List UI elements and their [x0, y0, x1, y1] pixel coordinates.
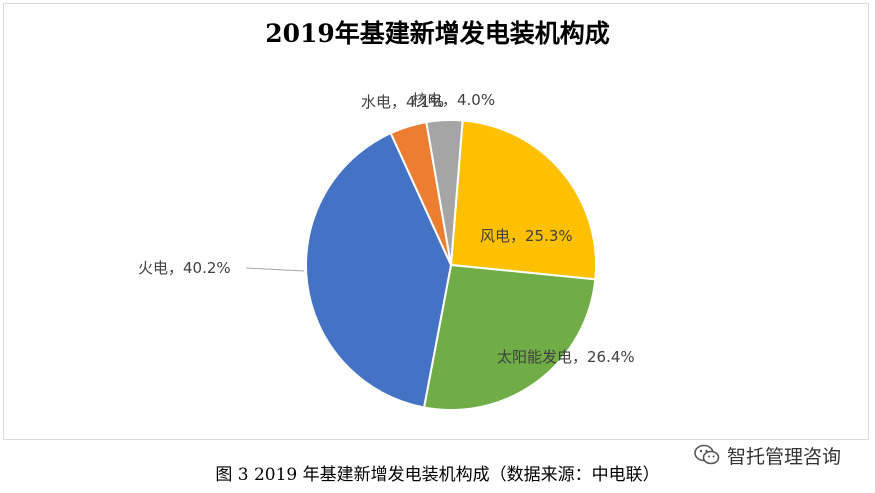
pie-slice-2	[422, 263, 597, 411]
data-label-2: 太阳能发电，26.4%	[497, 348, 635, 366]
pie-slice-1	[449, 119, 597, 281]
chart-title: 2019年基建新增发电装机构成	[265, 19, 610, 48]
leader-line-3	[245, 267, 305, 272]
figure-caption: 图 3 2019 年基建新增发电装机构成（数据来源：中电联）	[215, 465, 660, 485]
wechat-icon	[694, 444, 720, 465]
data-label-4: 水电，4.1%	[361, 93, 444, 111]
data-label-5: 核电，4.0%	[412, 91, 495, 109]
watermark: 智托管理咨询	[693, 441, 841, 469]
watermark-text: 智托管理咨询	[727, 445, 842, 468]
data-label-1: 风电，25.3%	[480, 227, 573, 245]
pie-slice-5	[425, 119, 464, 266]
pie-slice-3	[305, 131, 453, 409]
data-label-3: 火电，40.2%	[138, 259, 231, 277]
